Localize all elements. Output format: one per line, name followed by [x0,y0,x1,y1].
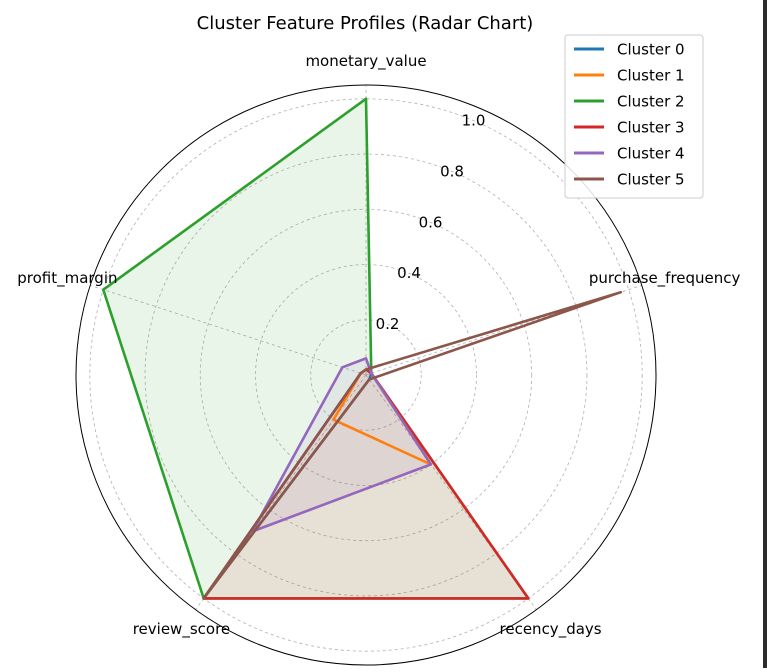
axis-label-profit_margin: profit_margin [17,269,117,288]
series-fills [103,98,529,599]
rtick-label-3: 0.8 [440,162,464,180]
rtick-label-2: 0.6 [419,213,443,231]
axis-labels: monetary_value purchase_frequency recency_… [17,52,740,639]
legend-label-cluster-0: Cluster 0 [617,41,685,59]
series-fill-cluster-2 [103,98,529,599]
legend: Cluster 0 Cluster 1 Cluster 2 Cluster 3 Clus… [564,34,704,199]
axis-label-recency_days: recency_days [500,620,602,639]
series-fill-cluster-3 [203,369,529,599]
radial-tick-labels: 0.2 0.4 0.6 0.8 1.0 [376,112,486,334]
grid-circle-4 [89,98,643,652]
series-line-cluster-5 [202,290,623,600]
rtick-label-4: 1.0 [462,112,486,130]
legend-label-cluster-2: Cluster 2 [617,93,685,111]
grid-circle-2 [199,208,533,542]
scrollbar[interactable] [763,0,767,668]
series-fill-cluster-4 [252,358,431,532]
outer-circle-ring [75,84,657,666]
axis-spoke-profit_margin [90,285,367,376]
axis-label-purchase_frequency: purchase_frequency [589,269,741,288]
legend-label-cluster-3: Cluster 3 [617,119,685,137]
axis-label-monetary_value: monetary_value [305,52,426,71]
rtick-label-0: 0.2 [376,315,400,333]
legend-label-cluster-1: Cluster 1 [617,67,685,85]
grid-circle-1 [255,264,477,486]
outer-circle [75,84,657,666]
chart-title: Cluster Feature Profiles (Radar Chart) [197,13,534,34]
legend-label-cluster-4: Cluster 4 [617,145,685,163]
rtick-label-1: 0.4 [397,264,421,282]
series-line-cluster-4 [251,357,433,533]
axis-label-review_score: review_score [133,620,230,639]
legend-label-cluster-5: Cluster 5 [617,171,685,189]
series-lines [102,97,623,600]
